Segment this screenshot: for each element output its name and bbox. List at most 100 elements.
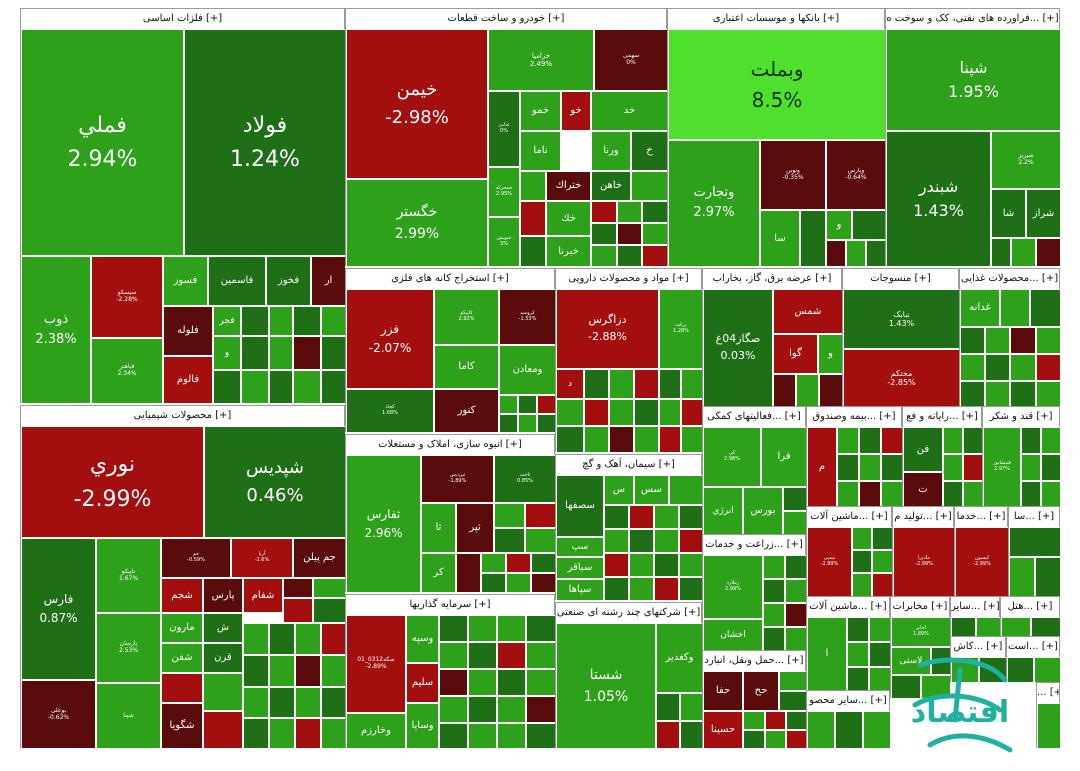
stock-tile[interactable] — [1021, 454, 1041, 481]
stock-tile[interactable] — [526, 696, 556, 723]
stock-tile[interactable]: ار — [311, 256, 346, 306]
stock-tile[interactable] — [629, 577, 654, 601]
stock-tile[interactable] — [468, 615, 497, 642]
stock-tile[interactable]: خمو — [520, 91, 561, 131]
stock-tile[interactable]: خاهن — [591, 171, 631, 201]
sector-4[interactable]: فراورده های نفتی، کک و سوخت ه... [+] شپنا… — [885, 8, 1061, 267]
stock-tile[interactable]: ا — [807, 617, 847, 691]
stock-tile[interactable] — [680, 693, 703, 721]
stock-tile[interactable] — [943, 427, 963, 454]
stock-tile[interactable] — [786, 730, 807, 749]
sector-15[interactable]: بیمه وصندوق... [+] م — [806, 406, 903, 507]
stock-tile[interactable] — [468, 669, 497, 696]
stock-tile[interactable] — [241, 306, 269, 336]
stock-tile[interactable] — [497, 615, 526, 642]
stock-tile[interactable]: وپارس -0.64% — [826, 140, 886, 210]
sector-header[interactable]: کاش... [+] — [951, 637, 1005, 658]
sector-header[interactable]: استخراج کانه های فلزی [+] — [346, 269, 554, 290]
stock-tile[interactable]: وكغدير — [656, 623, 703, 693]
stock-tile[interactable] — [531, 573, 556, 593]
sector-21[interactable]: تولید م... [+] مادیرا -2.99% — [892, 506, 955, 597]
stock-tile[interactable] — [869, 642, 891, 667]
stock-tile[interactable]: ثفارس 2.96% — [346, 455, 421, 593]
stock-tile[interactable]: کنور — [434, 389, 499, 433]
stock-tile[interactable]: كاما — [434, 345, 499, 389]
stock-tile[interactable] — [951, 617, 976, 637]
stock-tile[interactable] — [591, 245, 617, 267]
stock-tile[interactable]: دزاگرس -2.88% — [556, 289, 659, 369]
stock-tile[interactable]: اخشان — [703, 619, 763, 651]
sector-7[interactable]: سرمایه گذاریها [+] صکه0312_01 -2.89% وخارزم… — [345, 594, 556, 749]
sector-14[interactable]: فعالیتهای کمکی... [+] کی 2.98% فرا انرژي بورس — [702, 406, 807, 535]
stock-tile[interactable] — [321, 623, 346, 655]
sector-header[interactable]: محصولات غذایی... [+] — [960, 269, 1059, 290]
stock-tile[interactable]: تاپیکو 1.67% — [96, 538, 161, 613]
stock-tile[interactable] — [203, 673, 243, 711]
stock-tile[interactable] — [1009, 557, 1035, 597]
sector-header[interactable]: سیمان، آهک و گچ [+] — [556, 455, 701, 476]
stock-tile[interactable]: صگاز04غ 0.03% — [703, 289, 773, 407]
stock-tile[interactable] — [203, 711, 243, 749]
stock-tile[interactable] — [243, 623, 269, 655]
stock-tile[interactable] — [852, 550, 872, 573]
stock-tile[interactable]: وسپه — [406, 615, 439, 663]
stock-tile[interactable] — [537, 395, 556, 414]
stock-tile[interactable] — [881, 454, 903, 481]
stock-tile[interactable]: شپنا — [96, 683, 161, 749]
stock-tile[interactable]: جم پيلن — [293, 538, 346, 578]
stock-tile[interactable]: صکه0312_01 -2.89% — [346, 615, 406, 713]
sector-header[interactable]: بیمه وصندوق... [+] — [807, 407, 901, 428]
stock-tile[interactable]: شستا 1.05% — [556, 623, 656, 749]
stock-tile[interactable]: کی 2.98% — [703, 427, 761, 487]
stock-tile[interactable] — [481, 553, 506, 573]
stock-tile[interactable] — [785, 579, 807, 603]
stock-tile[interactable] — [783, 511, 807, 535]
stock-tile[interactable] — [985, 354, 1010, 381]
stock-tile[interactable]: وخارزم — [346, 713, 406, 749]
sector-24[interactable]: ماشين آلات... [+] ا — [806, 596, 891, 691]
stock-tile[interactable] — [847, 617, 869, 642]
sector-31[interactable]: ... [+] — [1036, 682, 1061, 749]
sector-2[interactable]: خودرو و ساخت قطعات [+] خيمن -2.98% خگستر 2.9… — [345, 8, 668, 267]
sector-header[interactable]: رایانه و فع... [+] — [903, 407, 981, 428]
stock-tile[interactable]: فارس 0.87% — [21, 538, 96, 680]
stock-tile[interactable] — [617, 201, 642, 223]
sector-header[interactable]: هتل... [+] — [1001, 597, 1059, 618]
sector-16[interactable]: رایانه و فع... [+] فن ت — [902, 406, 983, 507]
stock-tile[interactable]: اخابر 1.89% — [891, 617, 951, 647]
stock-tile[interactable] — [518, 414, 537, 433]
sector-header[interactable]: خودرو و ساخت قطعات [+] — [346, 9, 666, 30]
stock-tile[interactable]: فجر — [213, 306, 241, 336]
stock-tile[interactable] — [241, 370, 269, 404]
stock-tile[interactable]: ذوب 2.38% — [21, 256, 91, 404]
stock-tile[interactable] — [617, 245, 642, 267]
stock-tile[interactable] — [783, 487, 807, 511]
sector-6[interactable]: انبوه سازی، املاک و مستغلات [+] ثفارس 2.96… — [345, 434, 556, 593]
stock-tile[interactable] — [852, 210, 886, 240]
stock-tile[interactable] — [807, 711, 835, 749]
stock-tile[interactable] — [847, 667, 869, 691]
stock-tile[interactable] — [518, 395, 537, 414]
stock-tile[interactable] — [963, 481, 983, 507]
stock-tile[interactable] — [872, 527, 893, 550]
sector-header[interactable]: ماشين آلات... [+] — [807, 507, 891, 528]
stock-tile[interactable] — [295, 623, 321, 655]
stock-tile[interactable] — [1011, 238, 1036, 267]
stock-tile[interactable] — [604, 553, 629, 577]
stock-tile[interactable]: ثا — [421, 503, 456, 553]
stock-tile[interactable] — [269, 655, 295, 687]
stock-tile[interactable] — [295, 655, 321, 687]
stock-tile[interactable]: سصفها — [556, 475, 604, 537]
stock-tile[interactable] — [1041, 454, 1061, 481]
stock-tile[interactable]: شراز — [1026, 189, 1061, 238]
stock-tile[interactable] — [526, 669, 556, 696]
stock-tile[interactable]: کیسون -2.99% — [955, 527, 1009, 597]
stock-tile[interactable] — [881, 481, 903, 507]
stock-tile[interactable]: فن — [903, 427, 943, 472]
stock-tile[interactable] — [525, 503, 556, 528]
stock-tile[interactable] — [506, 553, 531, 573]
stock-tile[interactable] — [1010, 381, 1036, 407]
stock-tile[interactable]: شفام — [243, 578, 283, 613]
stock-tile[interactable]: خمحرکه 2.95% — [488, 167, 520, 217]
sector-header[interactable]: خدما... [+] — [955, 507, 1007, 528]
